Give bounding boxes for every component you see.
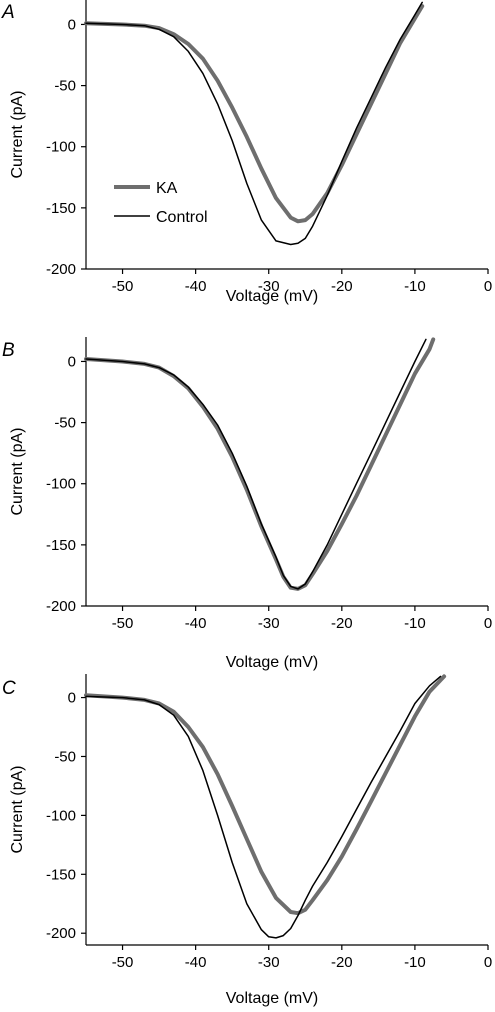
panel-letter: B: [2, 340, 15, 361]
panel-a: A0-50-100-150-200-50 -40 -30 -20 -10 0Voltage…: [1, 0, 492, 305]
panel-letter: C: [2, 678, 16, 699]
y-tick-label: -100: [46, 807, 76, 824]
y-tick-label: 0: [68, 353, 76, 370]
x-tick-label: 0: [484, 278, 492, 295]
x-tick-label: 0: [484, 615, 492, 632]
y-tick-label: -200: [46, 598, 76, 615]
series-line-ka: [84, 674, 447, 916]
x-tick-label: -10: [404, 954, 426, 971]
panel-c: C 0-50-100-150-200-50 -40 -30 -20 -10 0Voltage…: [2, 674, 492, 1007]
y-tick-label: -150: [46, 537, 76, 554]
x-axis-label: Voltage (mV): [226, 288, 318, 305]
x-tick-label: -50: [112, 278, 134, 295]
x-tick-label: 0: [484, 954, 492, 971]
x-tick-label: -20: [331, 278, 353, 295]
x-tick-label: -10: [404, 615, 426, 632]
panel-letter: A: [1, 2, 15, 23]
y-tick-label: -100: [46, 139, 76, 156]
x-tick-label: -10: [404, 278, 426, 295]
x-tick-label: -20: [331, 954, 353, 971]
x-tick-label: -30: [258, 954, 280, 971]
x-tick-label: -40: [185, 615, 207, 632]
legend-label-control: Control: [156, 209, 208, 226]
y-tick-label: -50: [54, 748, 76, 765]
x-axis-label: Voltage (mV): [226, 990, 318, 1007]
y-tick-label: -150: [46, 866, 76, 883]
series-line-ka: [84, 4, 425, 224]
x-tick-label: -30: [258, 615, 280, 632]
series-line-control: [85, 675, 442, 939]
y-tick-label: 0: [68, 16, 76, 33]
y-axis-label: Current (pA): [9, 427, 26, 515]
y-tick-label: -100: [46, 476, 76, 493]
x-tick-label: -40: [185, 278, 207, 295]
y-tick-label: -200: [46, 261, 76, 278]
y-axis-label: Current (pA): [9, 765, 26, 853]
y-axis-label: Current (pA): [9, 90, 26, 178]
x-axis-label: Voltage (mV): [226, 654, 318, 671]
x-tick-label: -40: [185, 954, 207, 971]
y-tick-label: -200: [46, 925, 76, 942]
panel-b: B0-50-100-150-200-50 -40 -30 -20 -10 0Voltage…: [2, 337, 492, 671]
series-line-control: [85, 338, 427, 590]
x-tick-label: -20: [331, 615, 353, 632]
legend-label-ka: KA: [156, 180, 178, 197]
legend: KA Control: [114, 180, 208, 226]
series-line-ka: [84, 337, 436, 591]
x-tick-label: -50: [112, 615, 134, 632]
y-tick-label: -50: [54, 78, 76, 95]
x-tick-label: -50: [112, 954, 134, 971]
y-tick-label: -50: [54, 415, 76, 432]
series-line-control: [85, 1, 423, 246]
y-tick-label: -150: [46, 200, 76, 217]
x-tick-label: -30: [258, 278, 280, 295]
y-tick-label: 0: [68, 690, 76, 707]
